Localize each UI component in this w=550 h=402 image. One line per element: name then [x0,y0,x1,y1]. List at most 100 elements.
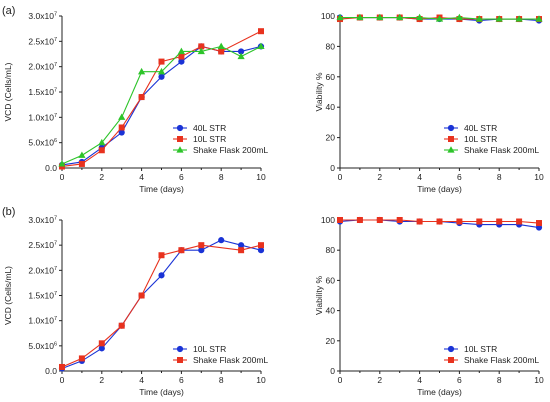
data-point [396,13,404,21]
data-point [218,237,225,244]
chart-panel-4: 0 20 40 60 80 100 0 2 4 6 8 10 Time (days) Viability … [314,215,544,397]
data-point [198,242,205,249]
x-tick-label: 6 [179,375,184,385]
data-point [158,272,165,279]
data-point [238,247,245,254]
chart-panel-1: (a) 0.0 5.0x106 1.0x107 1.5x107 2.0x107 2.5x10… [2,5,268,194]
data-point [258,242,264,249]
data-point [536,220,542,227]
data-point [158,58,165,65]
data-point [476,218,483,225]
data-point [535,15,543,22]
legend-label: Shake Flask 200mL [464,355,539,365]
x-tick-label: 6 [179,172,184,182]
y-tick-label: 2.0x107 [28,62,57,72]
x-tick-label: 0 [338,375,343,385]
y-axis-title: Viability % [314,72,324,111]
x-axis-title: Time (days) [139,387,184,397]
legend-label: Shake Flask 200mL [193,145,268,155]
data-point [158,73,165,80]
chart-panel-2: 0 20 40 60 80 100 0 2 4 6 8 10 Time (days) Viability … [314,11,544,194]
y-tick-label: 0 [330,366,335,376]
y-axis-title: VCD (Cells/mL) [3,62,13,121]
data-point [198,43,205,50]
y-tick-label: 100 [321,215,335,225]
y-tick-exponent: 7 [54,241,57,247]
data-point [336,13,344,21]
data-point [515,15,523,22]
data-point [118,129,125,136]
x-tick-label: 10 [256,375,266,385]
data-point [258,28,264,35]
data-point [475,15,483,22]
y-tick-exponent: 7 [54,62,57,68]
x-tick-label: 4 [417,172,422,182]
chart-panel-3: (b) 0.0 5.0x106 1.0x107 1.5x107 2.0x107 2.5x10… [2,206,268,397]
y-tick-label: 20 [326,336,336,346]
data-point [78,160,85,167]
y-axis-title: VCD (Cells/mL) [3,266,13,325]
data-point [118,124,125,131]
legend-marker [176,146,184,153]
x-tick-label: 6 [457,172,462,182]
x-tick-label: 4 [139,375,144,385]
x-tick-label: 0 [338,172,343,182]
y-tick-label: 0.0 [45,366,57,376]
data-point [356,13,364,21]
data-point [238,48,245,55]
data-point [177,47,185,55]
data-point [78,151,86,158]
y-tick-label: 3.0x107 [28,215,57,225]
y-axis-title: Viability % [314,276,324,315]
x-axis-title: Time (days) [139,184,184,194]
x-tick-label: 2 [99,172,104,182]
data-point [416,13,424,21]
data-point [78,355,85,362]
data-point [436,218,443,225]
x-tick-label: 10 [534,172,544,182]
x-tick-label: 8 [219,375,224,385]
y-tick-label: 5.0x106 [28,341,57,351]
y-tick-label: 0 [330,163,335,173]
y-tick-exponent: 6 [54,138,57,144]
y-tick-label: 2.0x107 [28,265,57,275]
data-point [58,160,66,167]
data-point [118,113,126,120]
legend-label: Shake Flask 200mL [193,355,268,365]
data-point [257,247,265,254]
x-tick-label: 4 [139,172,144,182]
data-point [178,58,185,65]
y-tick-exponent: 7 [54,113,57,119]
y-tick-exponent: 7 [54,266,57,272]
x-tick-label: 6 [457,375,462,385]
data-point [59,363,65,370]
y-tick-label: 5.0x106 [28,138,57,148]
data-point [495,15,503,22]
series-line [61,239,262,369]
y-tick-label: 60 [326,275,336,285]
data-point [337,217,343,223]
data-point [178,53,185,60]
legend-marker [448,136,454,142]
series-2 [59,242,264,370]
x-tick-label: 8 [497,375,502,385]
series-3 [58,42,265,167]
series-3 [336,13,543,22]
data-point [198,247,205,254]
data-point [376,13,384,21]
data-point [416,218,423,225]
y-tick-exponent: 7 [54,37,57,43]
data-point [516,218,523,225]
data-point [237,52,245,60]
legend-marker [447,124,455,132]
y-tick-exponent: 7 [54,316,57,322]
legend-marker [447,345,455,353]
legend-label: 10L STR [193,134,226,144]
legend-marker [177,136,183,142]
data-point [217,42,225,49]
